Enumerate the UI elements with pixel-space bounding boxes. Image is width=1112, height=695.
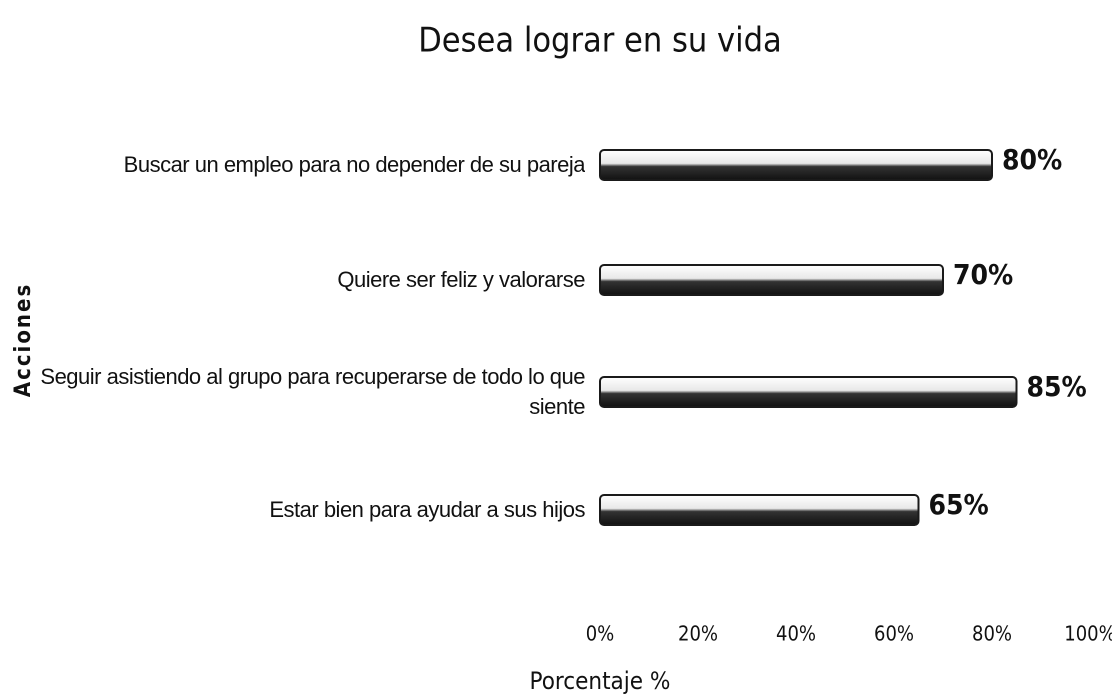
category-label-wrap: Buscar un empleo para no depender de su …	[30, 105, 585, 225]
y-tick-label: Buscar un empleo para no depender de su …	[123, 152, 585, 177]
bar	[599, 494, 920, 526]
category-label-wrap: Quiere ser feliz y valorarse	[30, 220, 585, 340]
x-tick-label: 0%	[586, 622, 615, 646]
x-tick-label: 80%	[972, 622, 1012, 646]
category-label-wrap: Estar bien para ayudar a sus hijos	[30, 450, 585, 570]
x-axis-label: Porcentaje %	[530, 667, 671, 695]
category-label-wrap: Seguir asistiendo al grupo para recupera…	[30, 332, 585, 452]
bar	[599, 264, 944, 296]
category-label-box: Seguir asistiendo al grupo para recupera…	[30, 332, 585, 452]
x-tick-label: 60%	[874, 622, 914, 646]
category-label-box: Estar bien para ayudar a sus hijos	[30, 450, 585, 570]
bar	[599, 376, 1018, 408]
data-label: 65%	[929, 488, 989, 521]
bar	[599, 149, 993, 181]
category-label-box: Buscar un empleo para no depender de su …	[30, 105, 585, 225]
data-label: 85%	[1027, 370, 1087, 403]
category-label-box: Quiere ser feliz y valorarse	[30, 220, 585, 340]
data-label: 70%	[953, 258, 1013, 291]
y-axis-label: Acciones	[11, 283, 36, 397]
x-tick-label: 40%	[776, 622, 816, 646]
data-label: 80%	[1002, 143, 1062, 176]
x-tick-label: 20%	[678, 622, 718, 646]
y-tick-label: Quiere ser feliz y valorarse	[337, 267, 585, 292]
x-tick-label: 100%	[1064, 622, 1112, 646]
y-tick-label: Estar bien para ayudar a sus hijos	[269, 497, 585, 522]
chart-title: Desea lograr en su vida	[418, 21, 782, 61]
y-tick-label: Seguir asistiendo al grupo para recupera…	[40, 364, 585, 419]
